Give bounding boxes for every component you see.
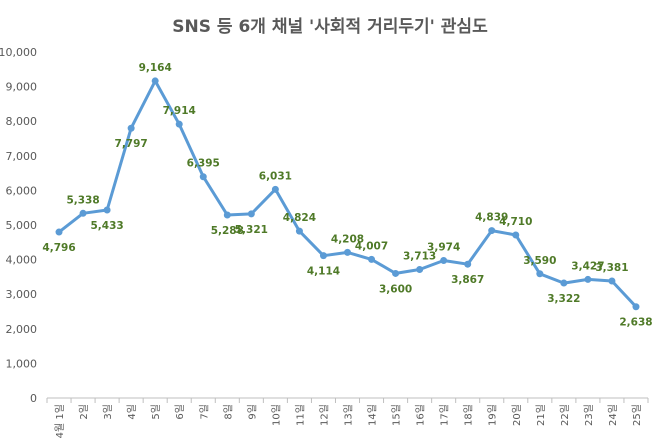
x-tick-label: 23일 (583, 404, 595, 426)
data-label: 5,321 (235, 224, 268, 236)
data-point (512, 231, 520, 239)
data-label: 3,600 (379, 283, 412, 295)
x-tick-label: 6일 (174, 404, 186, 420)
data-label: 4,007 (355, 240, 388, 252)
data-point (440, 256, 448, 264)
data-label: 3,427 (571, 260, 604, 272)
y-tick-label: 1,000 (6, 357, 38, 370)
y-tick-label: 3,000 (6, 288, 38, 301)
x-tick-label: 8일 (222, 404, 234, 420)
x-tick-label: 4월 1일 (54, 404, 66, 438)
x-tick-label: 4일 (126, 404, 138, 420)
data-point (199, 173, 207, 181)
data-label: 4,796 (42, 242, 75, 254)
data-point (488, 227, 496, 235)
data-label: 5,338 (66, 194, 99, 206)
x-tick-label: 15일 (391, 404, 403, 426)
data-point (79, 209, 87, 217)
x-tick-label: 11일 (294, 404, 306, 426)
data-point (103, 206, 111, 214)
chart-title: SNS 등 6개 채널 '사회적 거리두기' 관심도 (172, 17, 488, 37)
y-tick-label: 6,000 (6, 184, 38, 197)
data-point (416, 266, 424, 274)
data-label: 4,824 (283, 212, 316, 224)
y-tick-label: 2,000 (6, 323, 38, 336)
y-tick-label: 0 (30, 392, 37, 405)
data-label: 3,322 (547, 293, 580, 305)
data-point (368, 255, 376, 263)
y-tick-label: 8,000 (6, 115, 38, 128)
x-tick-label: 21일 (535, 404, 547, 426)
data-label: 6,395 (187, 158, 220, 170)
x-tick-label: 10일 (270, 404, 282, 426)
data-label: 9,164 (139, 62, 172, 74)
data-point (175, 120, 183, 128)
data-label: 7,914 (163, 105, 196, 117)
data-label: 3,713 (403, 251, 436, 263)
data-label: 5,288 (211, 225, 244, 237)
data-point (271, 185, 279, 193)
data-point (560, 279, 568, 287)
data-label: 2,638 (619, 317, 652, 329)
data-point (127, 124, 135, 132)
y-tick-label: 4,000 (6, 254, 38, 267)
x-tick-label: 16일 (415, 404, 427, 426)
y-tick-label: 10,000 (0, 46, 37, 59)
series-line (58, 79, 638, 308)
x-tick-label: 24일 (607, 404, 619, 426)
data-point (151, 77, 159, 85)
data-label: 4,839 (475, 212, 508, 224)
data-point (295, 227, 303, 235)
x-tick-label: 3일 (102, 404, 114, 420)
data-point (464, 260, 472, 268)
data-label: 3,974 (427, 241, 460, 253)
x-tick-label: 7일 (198, 404, 210, 420)
x-tick-label: 5일 (150, 404, 162, 420)
data-label: 4,114 (307, 266, 340, 278)
data-point (319, 252, 327, 260)
data-label: 3,867 (451, 274, 484, 286)
x-tick-label: 14일 (367, 404, 379, 426)
data-point (344, 248, 351, 256)
y-tick-label: 7,000 (6, 150, 38, 163)
data-point (247, 210, 255, 218)
data-point (223, 211, 231, 219)
x-tick-label: 19일 (487, 404, 499, 426)
x-tick-label: 25일 (631, 404, 643, 426)
data-point (608, 277, 616, 285)
data-label: 3,381 (595, 262, 628, 274)
x-tick-label: 12일 (318, 404, 330, 426)
x-tick-label: 13일 (343, 404, 355, 426)
x-tick-label: 2일 (78, 404, 90, 420)
data-label: 7,797 (115, 138, 148, 150)
data-point (632, 303, 640, 311)
data-label: 6,031 (259, 170, 292, 182)
data-point (392, 269, 400, 277)
data-label: 4,710 (499, 216, 532, 228)
data-point (584, 275, 592, 283)
x-tick-label: 22일 (559, 404, 571, 426)
y-tick-label: 9,000 (6, 81, 38, 94)
x-tick-label: 18일 (463, 404, 475, 426)
y-tick-label: 5,000 (6, 219, 38, 232)
data-label: 5,433 (90, 220, 123, 232)
x-tick-label: 9일 (246, 404, 258, 420)
data-point (536, 270, 544, 278)
data-label: 4,208 (331, 233, 364, 245)
data-point (55, 228, 63, 236)
data-label: 3,590 (523, 255, 556, 267)
x-tick-label: 17일 (439, 404, 451, 426)
x-tick-label: 20일 (511, 404, 523, 426)
